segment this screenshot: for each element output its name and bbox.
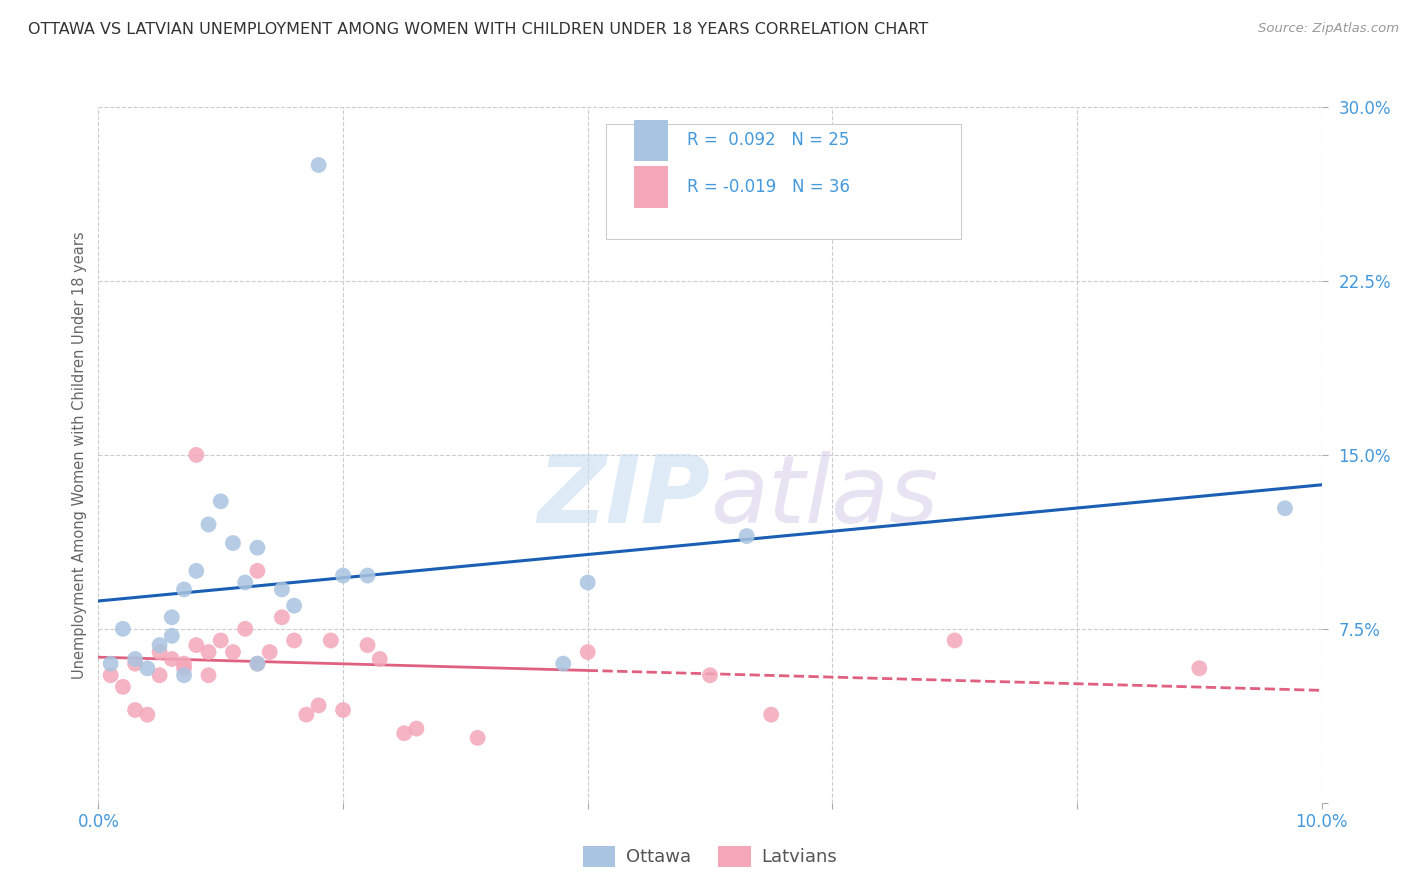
Point bbox=[173, 582, 195, 597]
Point bbox=[173, 657, 195, 671]
Point bbox=[735, 529, 758, 543]
Point bbox=[270, 582, 292, 597]
Point bbox=[699, 668, 721, 682]
Point bbox=[295, 707, 318, 722]
Point bbox=[332, 568, 354, 582]
Point bbox=[149, 645, 172, 659]
Text: Source: ZipAtlas.com: Source: ZipAtlas.com bbox=[1258, 22, 1399, 36]
Point bbox=[233, 622, 256, 636]
Point bbox=[124, 703, 146, 717]
Point bbox=[392, 726, 416, 740]
Text: R = -0.019   N = 36: R = -0.019 N = 36 bbox=[686, 178, 849, 196]
Point bbox=[283, 633, 305, 648]
Point bbox=[197, 517, 219, 532]
Point bbox=[197, 645, 219, 659]
Point bbox=[759, 707, 782, 722]
Point bbox=[467, 731, 489, 745]
Point bbox=[149, 638, 172, 652]
Point bbox=[1188, 661, 1211, 675]
Point bbox=[270, 610, 292, 624]
Text: R =  0.092   N = 25: R = 0.092 N = 25 bbox=[686, 131, 849, 150]
Point bbox=[160, 610, 183, 624]
Point bbox=[186, 638, 208, 652]
Point bbox=[356, 638, 378, 652]
Point bbox=[173, 661, 195, 675]
Point bbox=[553, 657, 575, 671]
Y-axis label: Unemployment Among Women with Children Under 18 years: Unemployment Among Women with Children U… bbox=[72, 231, 87, 679]
Point bbox=[356, 568, 378, 582]
Point bbox=[173, 668, 195, 682]
Point bbox=[100, 668, 122, 682]
Point bbox=[576, 645, 599, 659]
Point bbox=[943, 633, 966, 648]
Point bbox=[368, 652, 391, 666]
Point bbox=[576, 575, 599, 590]
Point bbox=[209, 633, 232, 648]
Point bbox=[332, 703, 354, 717]
Bar bbox=[634, 166, 668, 208]
Point bbox=[233, 575, 256, 590]
Point bbox=[405, 722, 427, 736]
Point bbox=[283, 599, 305, 613]
FancyBboxPatch shape bbox=[606, 124, 960, 239]
Point bbox=[186, 448, 208, 462]
Point bbox=[246, 657, 269, 671]
Legend: Ottawa, Latvians: Ottawa, Latvians bbox=[575, 838, 845, 874]
Point bbox=[160, 652, 183, 666]
Point bbox=[209, 494, 232, 508]
Text: OTTAWA VS LATVIAN UNEMPLOYMENT AMONG WOMEN WITH CHILDREN UNDER 18 YEARS CORRELAT: OTTAWA VS LATVIAN UNEMPLOYMENT AMONG WOM… bbox=[28, 22, 928, 37]
Point bbox=[246, 657, 269, 671]
Point bbox=[160, 629, 183, 643]
Point bbox=[308, 158, 330, 172]
Point bbox=[186, 564, 208, 578]
Point bbox=[197, 668, 219, 682]
Point bbox=[136, 707, 159, 722]
Point bbox=[246, 541, 269, 555]
Point bbox=[308, 698, 330, 713]
Point bbox=[136, 661, 159, 675]
Point bbox=[319, 633, 342, 648]
Bar bbox=[634, 120, 668, 161]
Point bbox=[111, 622, 134, 636]
Point bbox=[100, 657, 122, 671]
Point bbox=[124, 657, 146, 671]
Point bbox=[149, 668, 172, 682]
Point bbox=[222, 645, 245, 659]
Point bbox=[259, 645, 281, 659]
Point bbox=[111, 680, 134, 694]
Point bbox=[246, 564, 269, 578]
Text: atlas: atlas bbox=[710, 451, 938, 542]
Point bbox=[1274, 501, 1296, 516]
Text: ZIP: ZIP bbox=[537, 450, 710, 542]
Point bbox=[124, 652, 146, 666]
Point bbox=[222, 536, 245, 550]
